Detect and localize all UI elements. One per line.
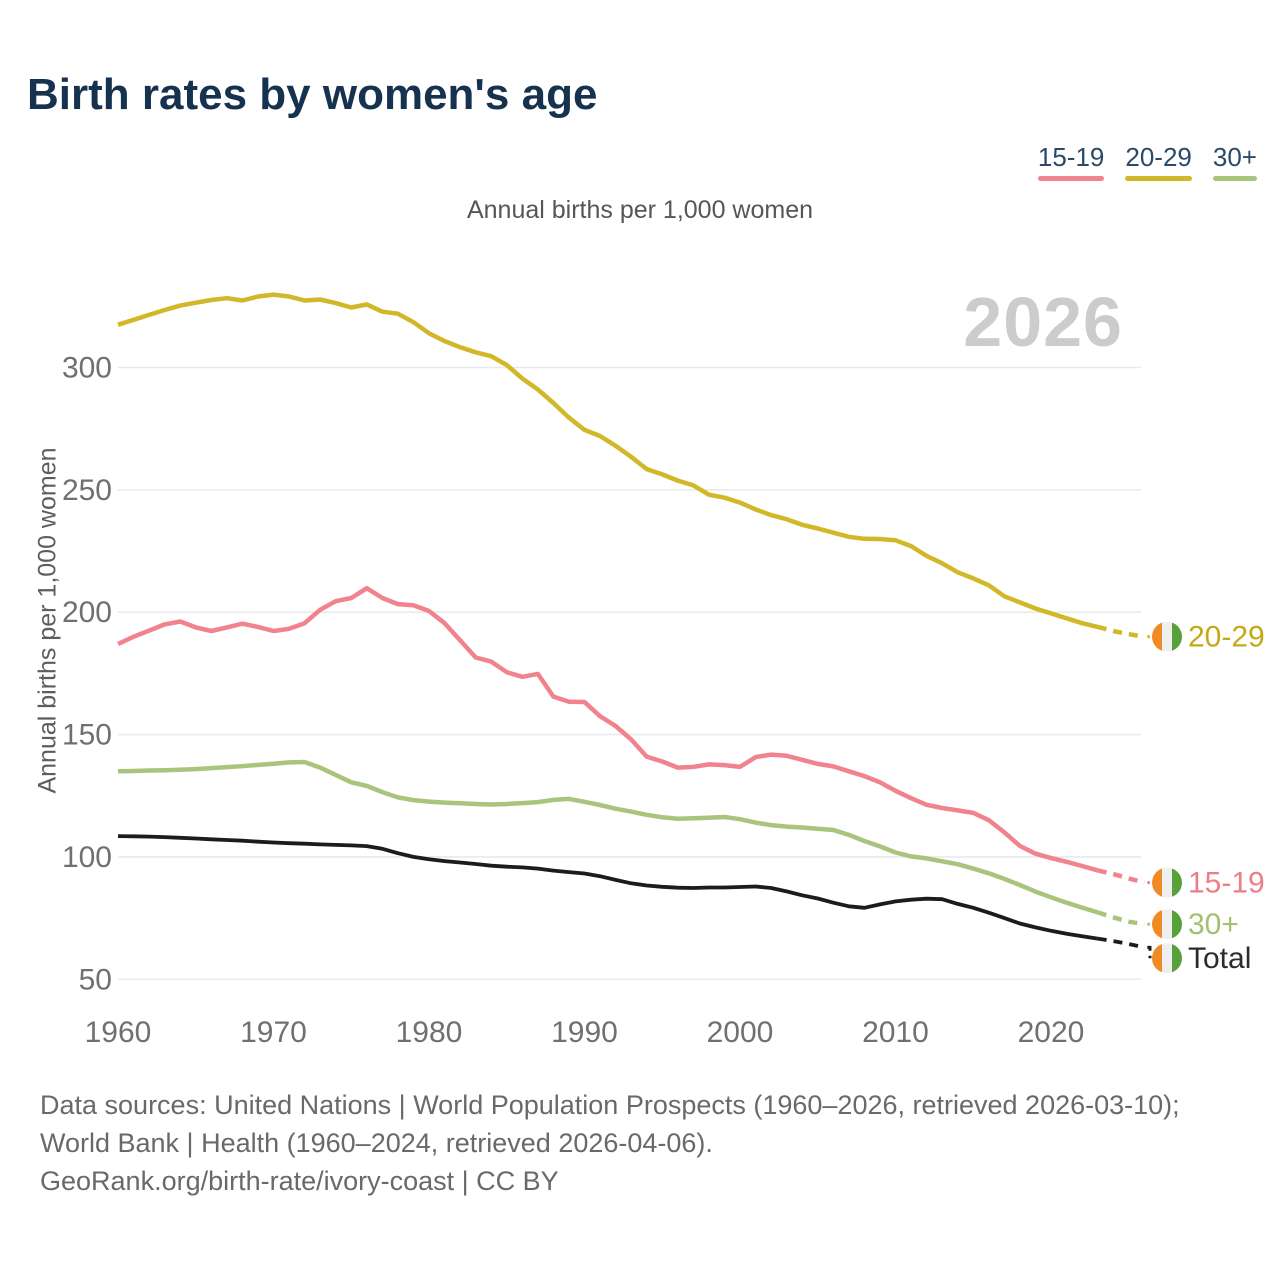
- series-line-20-29: [117, 292, 1099, 630]
- legend-label-20-29: 20-29: [1125, 142, 1192, 172]
- series-projection-15-19: [1097, 868, 1145, 885]
- legend-item-20-29[interactable]: 20-29: [1125, 142, 1192, 181]
- series-end-label-Total: Total: [1188, 942, 1251, 975]
- x-tick-label: 2000: [707, 1016, 774, 1049]
- footer: Data sources: United Nations | World Pop…: [40, 1086, 1230, 1200]
- legend-item-15-19[interactable]: 15-19: [1037, 142, 1105, 181]
- legend: 15-19 20-29 30+: [1037, 142, 1257, 181]
- label-connector-Total: [1147, 945, 1152, 959]
- current-year-watermark: 2026: [963, 283, 1123, 361]
- series-end-label-30+: 30+: [1188, 908, 1239, 941]
- x-tick-label: 1990: [551, 1016, 618, 1049]
- ivory-coast-flag-icon: [1152, 867, 1182, 898]
- legend-underline-30plus: [1212, 176, 1257, 181]
- y-tick-label: 300: [62, 352, 112, 385]
- y-tick-label: 200: [62, 596, 112, 629]
- series-line-30+: [117, 759, 1099, 915]
- legend-label-15-19: 15-19: [1037, 142, 1105, 172]
- legend-label-30plus: 30+: [1212, 142, 1257, 172]
- legend-underline-20-29: [1125, 176, 1192, 181]
- series-projection-30+: [1097, 910, 1145, 927]
- footer-attribution: GeoRank.org/birth-rate/ivory-coast | CC …: [40, 1166, 559, 1196]
- legend-item-30plus[interactable]: 30+: [1212, 142, 1257, 181]
- page-title: Birth rates by women's age: [27, 70, 598, 119]
- series-projection-Total: [1097, 936, 1145, 950]
- footer-data-sources: Data sources: United Nations | World Pop…: [40, 1090, 1180, 1158]
- x-tick-label: 2010: [862, 1016, 929, 1049]
- series-end-label-20-29: 20-29: [1188, 621, 1265, 654]
- x-tick-label: 1960: [85, 1016, 152, 1049]
- y-tick-label: 100: [62, 841, 112, 874]
- y-tick-label: 250: [62, 474, 112, 507]
- ivory-coast-flag-icon: [1152, 909, 1182, 940]
- series-line-15-19: [117, 585, 1099, 873]
- x-tick-label: 1980: [396, 1016, 463, 1049]
- x-tick-label: 2020: [1018, 1016, 1085, 1049]
- y-tick-label: 150: [62, 719, 112, 752]
- legend-underline-15-19: [1037, 176, 1105, 181]
- x-tick-label: 1970: [240, 1016, 307, 1049]
- ivory-coast-flag-icon: [1152, 621, 1182, 652]
- chart-subtitle: Annual births per 1,000 women: [466, 196, 814, 224]
- y-tick-label: 50: [79, 963, 112, 996]
- series-end-label-15-19: 15-19: [1188, 867, 1265, 900]
- series-projection-20-29: [1097, 624, 1145, 639]
- series-line-Total: [117, 834, 1098, 941]
- ivory-coast-flag-icon: [1152, 943, 1182, 974]
